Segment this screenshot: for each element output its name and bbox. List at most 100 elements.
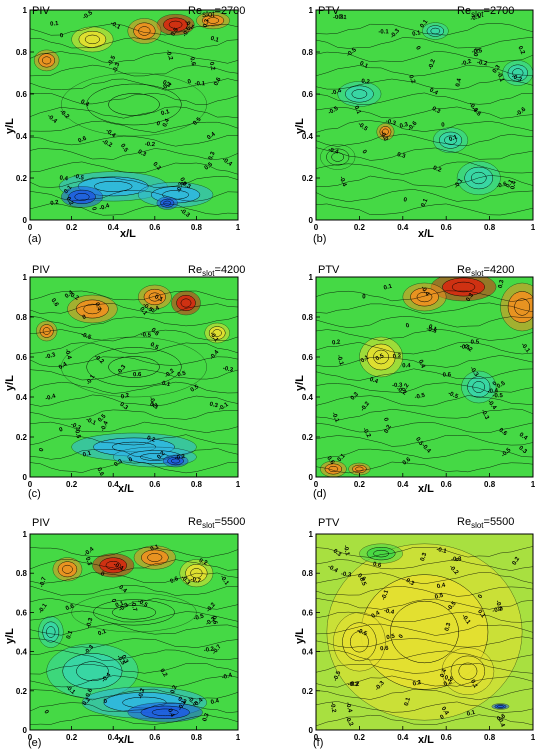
reynolds-label: Reslot=5500	[188, 516, 246, 530]
contour-level-label: 0.6	[402, 456, 413, 466]
contour-level-label: -0.1	[470, 13, 482, 22]
contour-level-label: 0.4	[436, 583, 446, 591]
contour-level-label: -0.1	[177, 699, 188, 712]
contour-line	[316, 203, 533, 216]
panel-label: (c)	[28, 488, 41, 500]
contour-level-label: 0.3	[208, 151, 217, 162]
contour-region-core	[507, 64, 528, 82]
contour-region-core	[494, 704, 507, 709]
contour-line	[444, 135, 457, 145]
contour-level-label: -0.4	[209, 349, 221, 361]
contour-line	[147, 553, 163, 562]
contour-region-core	[352, 464, 367, 474]
x-tick-label: 0.6	[441, 223, 453, 232]
contour-level-label: -0.5	[446, 600, 458, 612]
contour-level-label: 0.2	[412, 680, 422, 688]
contour-level-label: 0.6	[50, 298, 60, 309]
y-tick-label: 0.8	[16, 313, 28, 322]
y-tick-label: 0.4	[302, 132, 314, 141]
contour-level-label: 0.1	[469, 679, 479, 690]
contour-line	[316, 598, 533, 610]
contour-level-label: 0.3	[405, 578, 416, 588]
contour-region-core	[324, 463, 343, 475]
contour-level-label: 0.2	[120, 393, 130, 401]
contour-level-label: -0.2	[164, 49, 173, 61]
x-tick-label: 0.6	[149, 223, 161, 232]
contour-level-label: 0.3	[209, 402, 219, 410]
contour-level-label: -0.5	[327, 106, 340, 117]
contour-region-core	[379, 126, 392, 138]
contour-line	[316, 189, 533, 203]
contour-line	[316, 120, 533, 133]
x-tick-label: 1	[236, 223, 241, 232]
contour-level-label: -0.4	[338, 176, 347, 188]
contour-level-label: 0.5	[375, 353, 386, 362]
contour-region-core	[42, 621, 60, 643]
contour-line	[30, 598, 238, 610]
contour-level-label: 0.6	[325, 456, 335, 467]
y-tick-label: 0.4	[16, 132, 28, 141]
contour-level-label: -0.1	[85, 417, 98, 427]
contour-level-label: 0.4	[166, 708, 175, 719]
x-tick-label: 0.4	[397, 733, 409, 742]
contour-level-label: 0.4	[93, 302, 102, 312]
contour-level-label: -0.1	[330, 412, 340, 424]
contour-line	[316, 64, 533, 77]
x-tick-label: 0.6	[149, 733, 161, 742]
reynolds-label: Reslot=4200	[188, 264, 246, 278]
contour-level-label: -0.1	[381, 589, 390, 601]
contour-line	[163, 200, 172, 206]
contour-line	[497, 705, 504, 708]
contour-line	[390, 600, 459, 664]
x-tick-label: 0	[314, 733, 319, 742]
contour-region-core	[38, 53, 56, 68]
contour-level-label: 0.5	[190, 384, 201, 394]
contour-level-label: -0.6	[407, 120, 419, 132]
contour-level-label: -0.5	[471, 48, 483, 55]
contour-level-label: 0.1	[161, 381, 171, 388]
contour-level-label: 0	[39, 447, 46, 452]
contour-region-core	[39, 324, 54, 338]
contour-line	[316, 559, 533, 571]
contour-level-label: 0.2	[516, 45, 525, 56]
x-tick-label: 0.4	[108, 480, 120, 489]
contour-line	[316, 50, 533, 64]
plot-frame	[29, 9, 239, 221]
contour-region-core	[143, 288, 166, 306]
contour-level-label: -0.4	[112, 562, 125, 573]
contour-field: -0.10.10.4-0.400.3-0.20.20.5-0.5-0.30.6-…	[30, 10, 238, 220]
contour-region-core	[57, 561, 78, 578]
contour-level-label: -0.2	[93, 354, 105, 366]
contour-region-core	[442, 277, 485, 297]
contour-level-label: -0.2	[206, 601, 218, 613]
method-label: PIV	[32, 517, 50, 529]
contour-line	[30, 649, 238, 661]
contour-line	[30, 675, 238, 688]
contour-line	[108, 93, 160, 116]
contour-level-label: 0.5	[177, 371, 187, 379]
y-axis-label: y/L	[294, 628, 306, 644]
y-tick-label: 0	[23, 473, 28, 482]
contour-level-label: 0.1	[66, 629, 74, 639]
contour-level-label: 0.3	[466, 292, 476, 303]
contour-level-label: -0.1	[64, 685, 76, 697]
contour-line	[30, 610, 238, 623]
contour-field: 0.1-0.10-0.20.2-0.40.3-0.3-0.60.4-0.50.1…	[316, 10, 533, 220]
contour-level-label: -0.7	[129, 601, 137, 613]
contour-level-label: -0.5	[141, 302, 153, 314]
contour-line	[316, 623, 533, 636]
contour-level-label: 0.3	[177, 696, 188, 706]
contour-level-label: 0.1	[404, 696, 412, 706]
contour-level-label: 0.1	[50, 21, 59, 28]
contour-level-label: -0.4	[83, 546, 95, 558]
contour-level-label: -0.4	[100, 420, 110, 432]
contour-level-label: 0.4	[150, 305, 161, 315]
contour-line	[105, 560, 121, 570]
contour-panel-a: -0.1 0.1 0.4 -0.4 0 0.3 -0.2 0.2 0.5 -0.5 -0.3 0.6-…	[0, 0, 268, 251]
contour-region-core	[201, 14, 225, 27]
contour-region-core	[163, 17, 189, 32]
contour-level-label: 0	[100, 571, 106, 578]
contour-level-label: 0.3	[444, 622, 452, 632]
contour-level-label: 0	[414, 45, 421, 52]
contour-level-label: 0.1	[360, 354, 371, 364]
